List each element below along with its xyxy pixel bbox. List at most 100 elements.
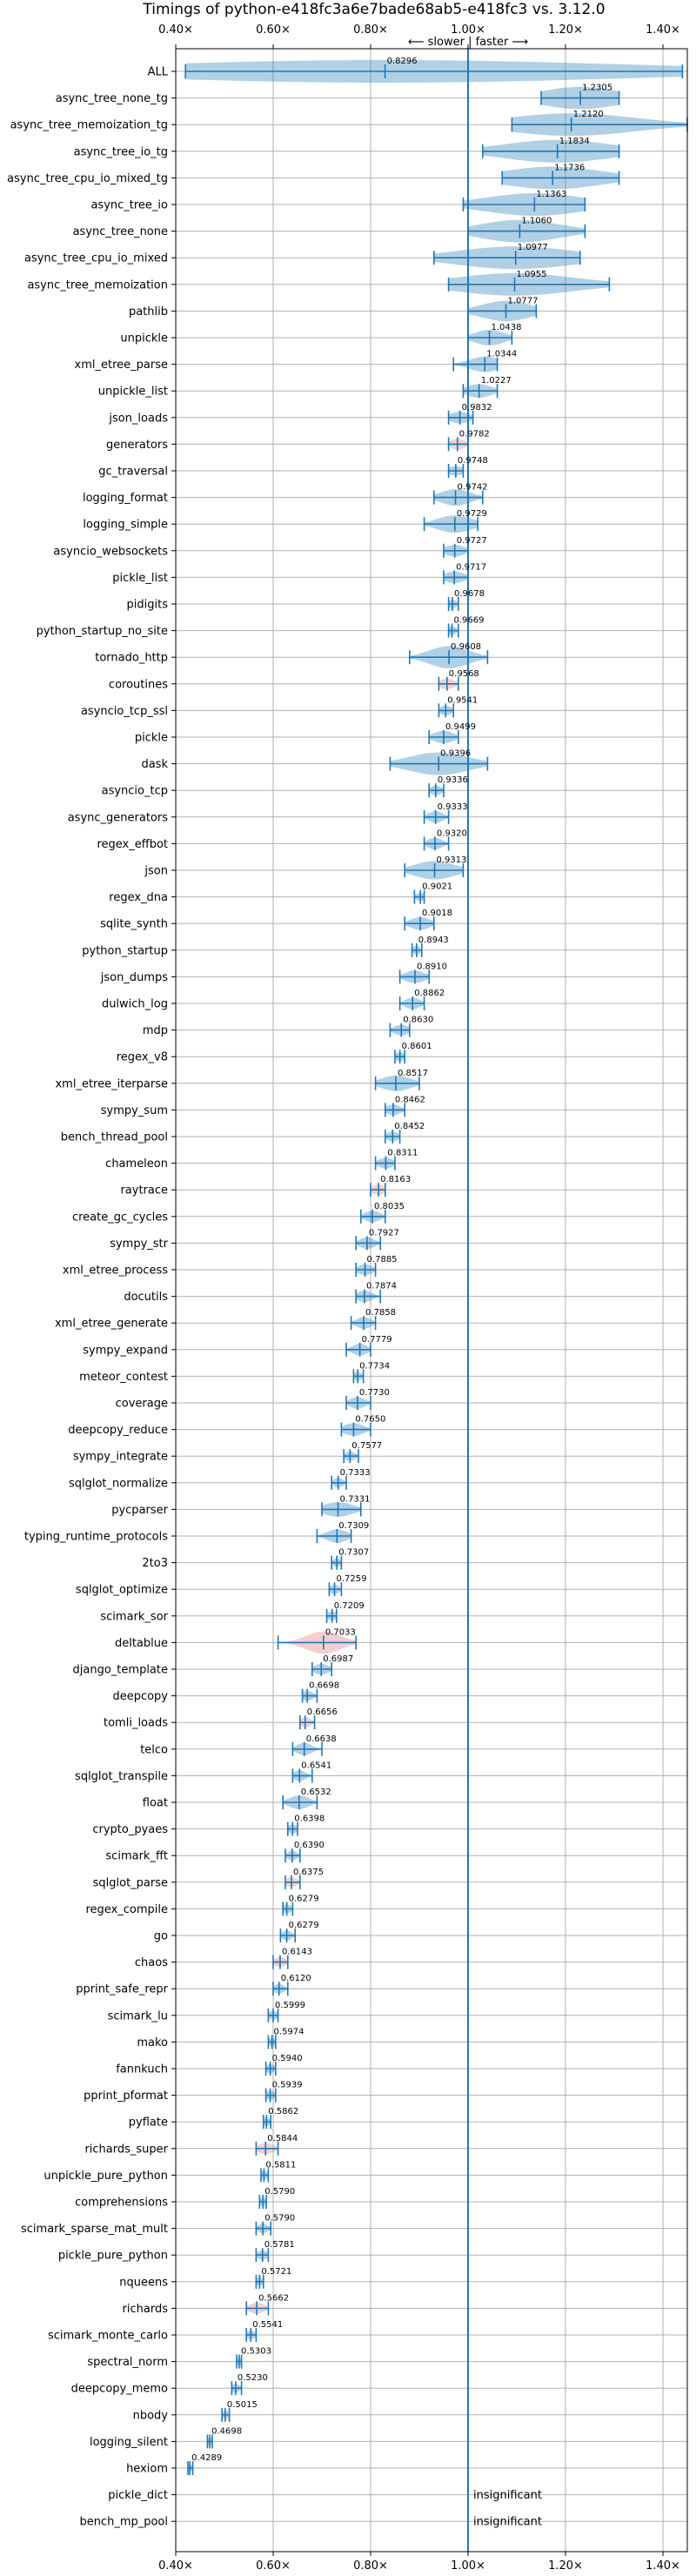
value-label-41: 0.8311 — [387, 1149, 418, 1158]
benchmark-label-10: unpickle — [120, 332, 168, 345]
benchmark-label-71: chaos — [135, 1956, 168, 1969]
benchmark-label-20: pidigits — [127, 599, 169, 612]
value-label-73: 0.5999 — [275, 2001, 305, 2010]
value-label-24: 0.9541 — [447, 695, 478, 705]
value-label-0: 0.8296 — [387, 57, 418, 66]
benchmark-label-12: unpickle_list — [98, 386, 168, 399]
benchmark-label-81: scimark_sparse_mat_mult — [21, 2223, 168, 2236]
benchmark-label-5: async_tree_io — [90, 199, 168, 212]
benchmark-label-86: spectral_norm — [87, 2356, 168, 2369]
value-label-82: 0.5781 — [264, 2240, 295, 2250]
value-label-6: 1.1060 — [521, 217, 552, 226]
value-label-72: 0.6120 — [281, 1974, 311, 1983]
benchmark-label-28: async_generators — [68, 811, 169, 824]
value-label-22: 0.9608 — [451, 642, 481, 652]
benchmark-label-90: hexiom — [126, 2463, 168, 2476]
value-label-86: 0.5303 — [241, 2347, 271, 2357]
benchmark-label-27: asyncio_tcp — [102, 785, 168, 798]
value-label-49: 0.7734 — [359, 1361, 390, 1371]
value-label-59: 0.7033 — [325, 1627, 356, 1637]
value-label-18: 0.9727 — [457, 536, 487, 546]
value-label-40: 0.8452 — [394, 1122, 425, 1131]
benchmark-label-35: dulwich_log — [102, 998, 168, 1011]
value-label-9: 1.0777 — [508, 296, 539, 305]
benchmark-label-74: mako — [137, 2036, 168, 2049]
value-label-27: 0.9336 — [438, 775, 468, 785]
benchmark-label-89: logging_silent — [90, 2436, 168, 2449]
value-label-77: 0.5862 — [268, 2107, 298, 2116]
benchmark-label-8: async_tree_memoization — [27, 278, 168, 292]
value-label-80: 0.5790 — [264, 2187, 295, 2197]
value-label-65: 0.6532 — [301, 1788, 331, 1797]
x-tick-label-bottom-4: 1.20× — [548, 2559, 583, 2573]
value-label-35: 0.8862 — [414, 989, 445, 998]
benchmark-label-6: async_tree_none — [73, 225, 168, 238]
value-label-89: 0.4698 — [211, 2426, 242, 2436]
benchmark-label-78: richards_super — [84, 2143, 168, 2156]
benchmark-label-62: tomli_loads — [104, 1717, 168, 1730]
benchmark-label-16: logging_format — [83, 492, 168, 505]
value-label-68: 0.6375 — [293, 1868, 324, 1877]
value-label-26: 0.9396 — [440, 749, 471, 759]
benchmark-label-33: python_startup — [82, 944, 168, 957]
benchmark-label-55: typing_runtime_protocols — [24, 1531, 168, 1544]
insignificant-label-91: insignificant — [473, 2489, 542, 2502]
value-label-55: 0.7309 — [338, 1521, 369, 1531]
value-label-13: 0.9832 — [462, 403, 492, 413]
value-label-76: 0.5939 — [272, 2081, 303, 2090]
value-label-21: 0.9669 — [453, 616, 484, 626]
benchmark-label-69: regex_compile — [85, 1903, 168, 1916]
x-tick-label-bottom-0: 0.40× — [158, 2559, 193, 2573]
benchmark-label-17: logging_simple — [83, 519, 168, 532]
value-label-10: 1.0438 — [492, 323, 522, 332]
x-tick-label-bottom-5: 1.40× — [646, 2559, 680, 2573]
benchmark-label-24: asyncio_tcp_ssl — [81, 705, 168, 718]
benchmark-label-13: json_loads — [108, 412, 168, 425]
value-label-79: 0.5811 — [265, 2160, 296, 2170]
x-tick-label-top-2: 0.80× — [353, 23, 388, 37]
value-label-81: 0.5790 — [264, 2214, 295, 2224]
benchmark-label-53: sqlglot_normalize — [69, 1477, 168, 1490]
benchmark-label-57: sqlglot_optimize — [76, 1584, 168, 1597]
benchmark-label-1: async_tree_none_tg — [56, 92, 168, 105]
x-axis-top: 0.40× 0.60× 0.80× 1.00× 1.20× 1.40× — [158, 23, 680, 49]
benchmark-label-4: async_tree_cpu_io_mixed_tg — [7, 172, 168, 185]
value-label-51: 0.7650 — [355, 1415, 385, 1425]
benchmark-label-32: sqlite_synth — [100, 918, 168, 931]
value-label-37: 0.8601 — [402, 1042, 432, 1051]
value-label-63: 0.6638 — [306, 1734, 337, 1744]
benchmark-label-73: scimark_lu — [108, 2009, 168, 2023]
benchmark-label-49: meteor_contest — [79, 1371, 168, 1384]
value-label-85: 0.5541 — [252, 2320, 283, 2330]
benchmark-label-34: json_dumps — [100, 971, 168, 984]
value-label-62: 0.6656 — [307, 1707, 338, 1717]
benchmark-label-0: ALL — [148, 66, 169, 79]
benchmark-label-91: pickle_dict — [108, 2489, 168, 2502]
benchmark-label-77: pyflate — [129, 2116, 168, 2130]
value-label-46: 0.7874 — [366, 1282, 397, 1291]
benchmark-label-44: sympy_str — [110, 1238, 168, 1251]
value-label-54: 0.7331 — [340, 1494, 371, 1504]
value-label-56: 0.7307 — [338, 1548, 369, 1558]
value-label-2: 1.2120 — [573, 110, 604, 119]
value-label-20: 0.9678 — [454, 589, 485, 599]
value-label-5: 1.1363 — [536, 190, 566, 199]
value-label-16: 0.9742 — [458, 483, 488, 493]
x-tick-label-top-1: 0.60× — [256, 23, 291, 37]
benchmark-label-56: 2to3 — [142, 1557, 168, 1570]
benchmark-label-52: sympy_integrate — [73, 1451, 168, 1464]
benchmark-label-58: scimark_sor — [100, 1610, 168, 1623]
benchmark-label-11: xml_etree_parse — [75, 359, 168, 372]
value-label-87: 0.5230 — [238, 2373, 268, 2383]
benchmark-label-50: coverage — [116, 1398, 168, 1411]
benchmark-label-63: telco — [140, 1743, 168, 1756]
value-label-30: 0.9313 — [437, 855, 467, 865]
value-label-57: 0.7259 — [337, 1574, 367, 1584]
value-label-29: 0.9320 — [437, 828, 467, 838]
value-label-15: 0.9748 — [458, 456, 488, 466]
value-label-67: 0.6390 — [294, 1841, 325, 1850]
benchmark-label-21: python_startup_no_site — [37, 625, 168, 638]
benchmark-label-2: async_tree_memoization_tg — [10, 119, 168, 132]
value-label-36: 0.8630 — [403, 1016, 433, 1025]
value-label-64: 0.6541 — [301, 1761, 331, 1770]
